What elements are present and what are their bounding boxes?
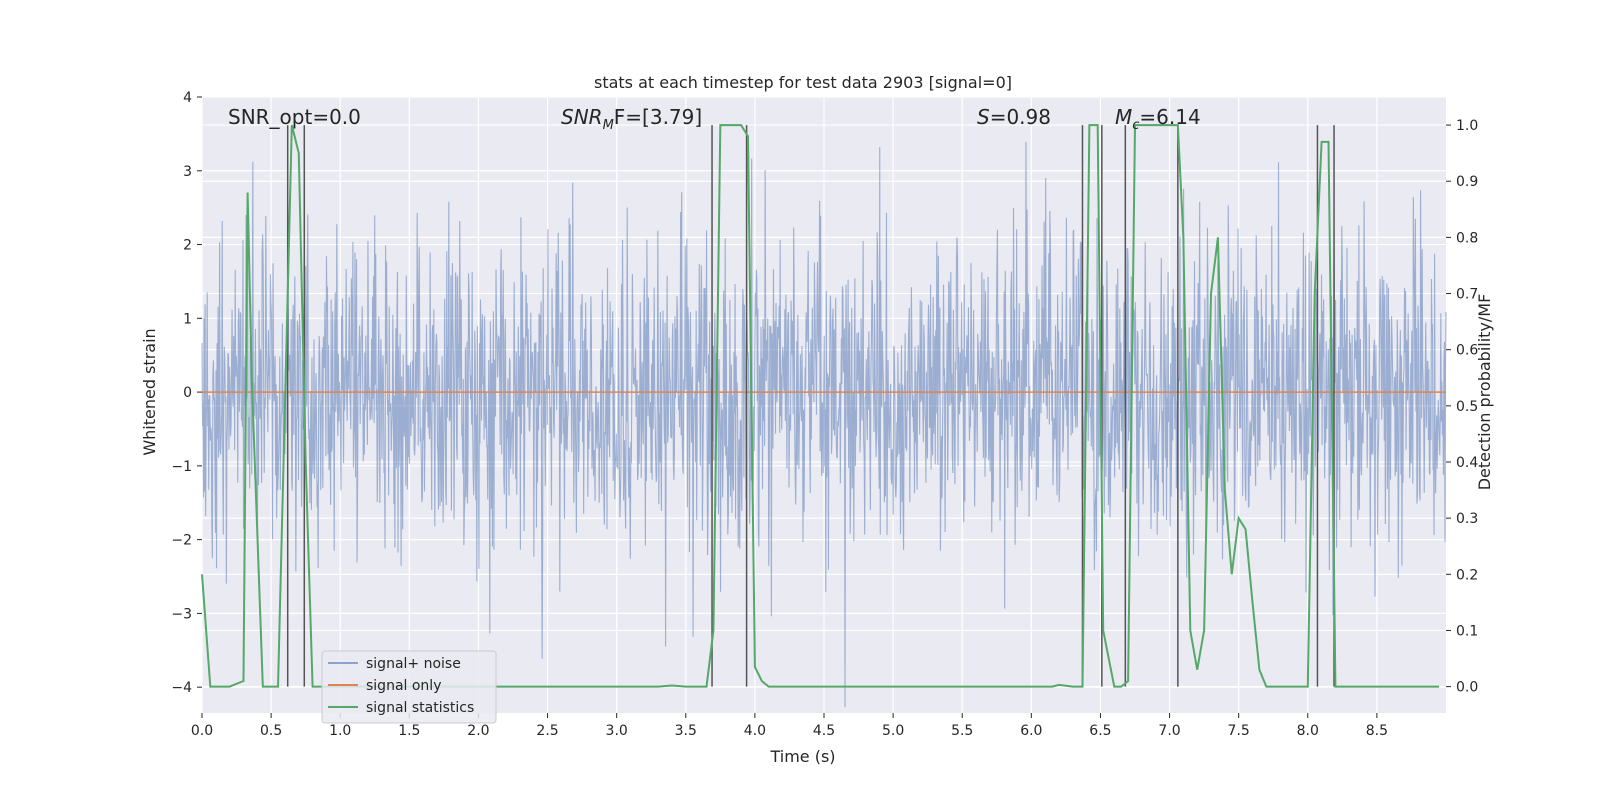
y-left-tick-label-0: −4 [171,680,192,696]
x-tick-label-14: 7.0 [1158,723,1180,739]
annotation-snr-mf-main: SNR [561,105,603,129]
x-tick-label-10: 5.0 [882,723,904,739]
annotation-s-main: S [977,105,990,129]
x-tick-label-0: 0.0 [191,723,213,739]
x-axis-label: Time (s) [769,747,835,766]
y-right-tick-label-8: 0.8 [1456,230,1478,246]
y-right-tick-label-4: 0.4 [1456,455,1478,471]
x-tick-label-5: 2.5 [536,723,558,739]
legend-label-signal-only: signal only [366,678,441,694]
y-axis-right-label: Detection probability/MF [1475,294,1494,491]
legend-label-signal-noise: signal+ noise [366,656,461,672]
x-tick-label-16: 8.0 [1297,723,1319,739]
y-right-tick-label-5: 0.5 [1456,399,1478,415]
x-tick-label-2: 1.0 [329,723,351,739]
x-tick-label-12: 6.0 [1020,723,1042,739]
annotation-mc: Mc=6.14 [1115,105,1201,133]
legend-label-signal-statistics: signal statistics [366,700,474,716]
y-left-tick-label-2: −2 [171,533,192,549]
legend-box [321,650,497,724]
x-tick-label-8: 4.0 [744,723,766,739]
statistics-trace [201,124,1440,688]
x-tick-label-1: 0.5 [260,723,282,739]
x-tick-label-4: 2.0 [467,723,489,739]
chart-title: stats at each timestep for test data 290… [594,73,1012,92]
annotation-s-rest: =0.98 [990,105,1051,129]
series-signal-statistics [201,124,1440,688]
annotation-snr-mf-sub: M [603,118,614,133]
y-right-tick-label-7: 0.7 [1456,287,1478,303]
y-right-tick-label-9: 0.9 [1456,174,1478,190]
x-tick-label-7: 3.5 [675,723,697,739]
y-right-tick-label-0: 0.0 [1456,680,1478,696]
y-left-tick-label-3: −1 [171,459,192,475]
x-tick-label-15: 7.5 [1228,723,1250,739]
annotation-mc-rest: =6.14 [1139,105,1200,129]
y-left-tick-label-7: 3 [183,164,192,180]
y-left-tick-label-8: 4 [183,90,192,106]
annotation-mc-main: M [1115,105,1132,129]
noise-trace [201,141,1447,707]
annotation-s: S=0.98 [977,105,1051,129]
x-tick-label-6: 3.0 [606,723,628,739]
y-axis-left-label: Whitened strain [140,328,159,455]
y-axis-right-ticks: 0.0 0.1 0.2 0.3 0.4 0.5 0.6 0.7 0.8 0.9 1.0 [1446,118,1478,696]
y-left-tick-label-6: 2 [183,238,192,254]
legend: signal+ noise signal only signal statist… [321,650,497,724]
y-right-tick-label-3: 0.3 [1456,511,1478,527]
series-signal-noise [201,141,1447,707]
y-axis-left-ticks: −4 −3 −2 −1 0 1 2 3 4 [171,90,202,696]
annotation-snr-mf: SNRMF=[3.79] [561,105,702,133]
y-left-tick-label-1: −3 [171,606,192,622]
x-tick-label-17: 8.5 [1366,723,1388,739]
annotation-mc-sub: c [1132,118,1139,133]
x-tick-label-9: 4.5 [813,723,835,739]
x-tick-label-11: 5.5 [951,723,973,739]
y-left-tick-label-5: 1 [183,311,192,327]
annotation-snr-mf-rest: F=[3.79] [614,105,702,129]
x-tick-label-13: 6.5 [1089,723,1111,739]
y-right-tick-label-1: 0.1 [1456,623,1478,639]
x-axis-ticks: 0.0 0.5 1.0 1.5 2.0 2.5 3.0 3.5 4.0 4.5 5.0 5.5 6.0 6… [191,713,1388,739]
y-right-tick-label-6: 0.6 [1456,343,1478,359]
x-tick-label-3: 1.5 [398,723,420,739]
annotation-snr-opt: SNR_opt=0.0 [228,105,361,129]
y-right-tick-label-10: 1.0 [1456,118,1478,134]
y-right-tick-label-2: 0.2 [1456,567,1478,583]
y-left-tick-label-4: 0 [183,385,192,401]
